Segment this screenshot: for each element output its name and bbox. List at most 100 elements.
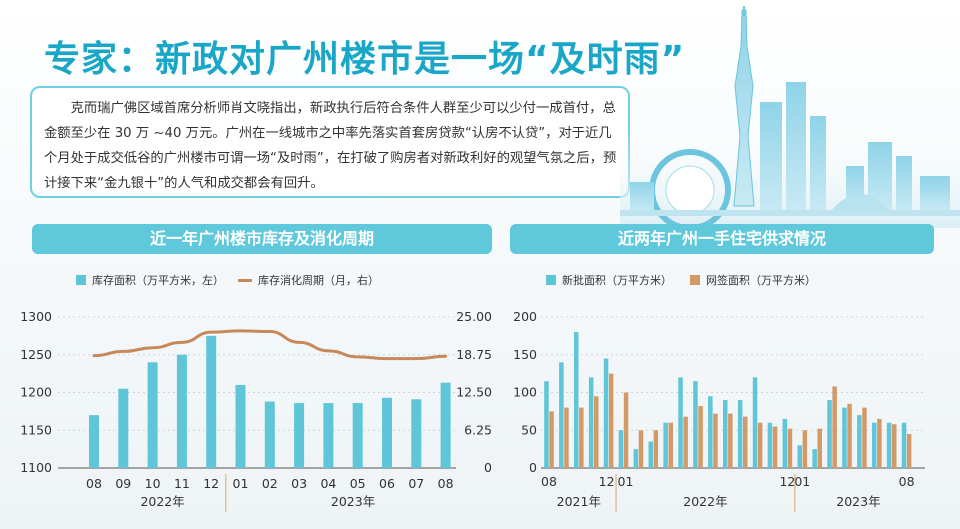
chart2-bar-signed (862, 407, 867, 468)
chart2-bar-new-approved (767, 422, 773, 468)
chart2-bar-signed (608, 373, 614, 468)
chart2-bar-new-approved (812, 449, 817, 468)
chart2-bar-signed (787, 428, 793, 468)
chart1-x-tick: 11 (174, 476, 190, 491)
legend-swatch-inventory (76, 275, 86, 285)
chart2-year-label: 2021年 (557, 494, 601, 509)
chart1-x-tick: 12 (203, 476, 219, 491)
chart1-y-right-tick: 0 (484, 460, 492, 475)
chart1-x-tick: 08 (438, 476, 454, 491)
chart2-bar-signed (683, 416, 688, 468)
chart2-bar-new-approved (633, 449, 639, 468)
chart1-y-left-tick: 1300 (20, 309, 52, 324)
legend-label-signed: 网签面积（万平方米） (706, 274, 816, 287)
chart1-y-left-tick: 1250 (20, 347, 52, 362)
chart2-bar-new-approved (737, 400, 743, 468)
legend-swatch-new-approved (546, 275, 556, 285)
chart2-bar-new-approved (678, 377, 683, 468)
chart2-bar-new-approved (663, 422, 668, 468)
chart1-x-tick: 07 (408, 476, 424, 491)
chart1-bar-inventory (264, 401, 275, 468)
chart1-bar-inventory (323, 403, 334, 468)
chart1-bar-inventory (352, 403, 363, 468)
page-title: 专家：新政对广州楼市是一场“及时雨” (44, 39, 686, 80)
chart1-bar-inventory (411, 399, 422, 468)
legend-label-cycle: 库存消化周期（月，右） (258, 274, 379, 287)
chart2-bar-new-approved (886, 422, 892, 468)
chart2-y-tick: 50 (521, 422, 537, 437)
chart2-x-tick: 12 (779, 474, 795, 489)
chart1-bar-inventory (235, 384, 246, 468)
chart2-bar-new-approved (842, 407, 847, 468)
chart2-bar-signed (698, 406, 703, 468)
city-skyline-illustration (620, 6, 960, 228)
chart2-bar-signed (847, 403, 852, 468)
chart2-bar-signed (772, 426, 778, 468)
chart1-legend-line: 库存消化周期（月，右） (238, 272, 379, 288)
chart1-x-tick: 05 (350, 476, 366, 491)
chart1-x-tick: 10 (145, 476, 161, 491)
chart2-x-tick: 08 (541, 474, 557, 489)
chart1-x-tick: 02 (262, 476, 278, 491)
chart2-bar-new-approved (588, 377, 594, 468)
chart2-bar-new-approved (901, 422, 907, 468)
chart1-bar-inventory (294, 403, 305, 468)
legend-swatch-cycle (238, 278, 252, 282)
chart2-bar-new-approved (603, 358, 609, 468)
chart2-bar-new-approved (752, 377, 758, 468)
chart2-bar-signed (877, 418, 882, 468)
chart2-bar-signed (817, 428, 822, 468)
chart1-bar-inventory (89, 415, 99, 468)
chart1-line-cycle (92, 329, 448, 361)
chart2-bar-signed (743, 416, 748, 468)
chart1-x-tick: 09 (115, 476, 131, 491)
chart1-x-tick: 01 (233, 476, 249, 491)
chart1-y-left-tick: 1200 (20, 385, 52, 400)
chart1-bar-inventory (206, 335, 217, 468)
chart2-bar-new-approved (574, 332, 579, 468)
chart2-bar-signed (549, 411, 554, 468)
chart2-bar-signed (653, 430, 659, 468)
quote-box: 克而瑞广佛区域首席分析师肖文晓指出，新政执行后符合条件人群至少可以少付一成首付，… (30, 86, 630, 198)
chart2-y-tick: 100 (513, 385, 537, 400)
chart2-x-tick: 01 (618, 474, 634, 489)
chart2-bar-new-approved (872, 422, 877, 468)
chart2-bar-new-approved (782, 418, 788, 468)
chart1-y-right-tick: 25.00 (456, 309, 492, 324)
chart2-x-tick: 12 (599, 474, 615, 489)
chart1-bar-inventory (118, 388, 129, 468)
chart2-y-tick: 150 (513, 347, 537, 362)
chart2-bar-signed (713, 413, 718, 468)
chart2-bar-new-approved (648, 441, 653, 468)
chart2-title: 近两年广州一手住宅供求情况 (510, 224, 934, 254)
chart1-x-tick: 04 (320, 476, 336, 491)
chart2-bar-new-approved (708, 396, 713, 468)
chart2-bar-new-approved (693, 381, 698, 468)
quote-text: 克而瑞广佛区域首席分析师肖文晓指出，新政执行后符合条件人群至少可以少付一成首付，… (44, 101, 617, 191)
chart2-bar-new-approved (723, 400, 728, 468)
chart2-bar-new-approved (827, 400, 832, 468)
chart2-bar-new-approved (559, 362, 564, 468)
chart1-x-tick: 08 (86, 476, 102, 491)
chart2-bar-signed (668, 422, 673, 468)
chart2-bar-new-approved (544, 381, 549, 468)
chart2-bar-new-approved (797, 445, 802, 468)
chart2-bar-signed (579, 407, 584, 468)
legend-label-inventory: 库存面积（万平方米，左） (92, 274, 224, 287)
chart2-bar-new-approved (618, 430, 624, 468)
legend-swatch-signed (690, 275, 700, 285)
chart1-y-right-tick: 12.50 (456, 385, 492, 400)
legend-label-new-approved: 新批面积（万平方米） (562, 274, 672, 287)
chart2-legend-new: 新批面积（万平方米） (546, 272, 672, 288)
chart1-y-right-tick: 6.25 (464, 422, 492, 437)
chart2-bar-signed (728, 413, 733, 468)
chart2-bar-signed (564, 407, 569, 468)
chart2-y-tick: 200 (513, 309, 537, 324)
chart1-legend-bar: 库存面积（万平方米，左） (76, 272, 224, 288)
chart2-x-tick: 01 (794, 474, 810, 489)
chart1-y-right-tick: 18.75 (456, 347, 492, 362)
chart2-bar-signed (802, 430, 808, 468)
chart2-bar-signed (757, 422, 763, 468)
chart2-bar-signed (892, 424, 897, 468)
chart2-bar-signed (906, 434, 912, 468)
